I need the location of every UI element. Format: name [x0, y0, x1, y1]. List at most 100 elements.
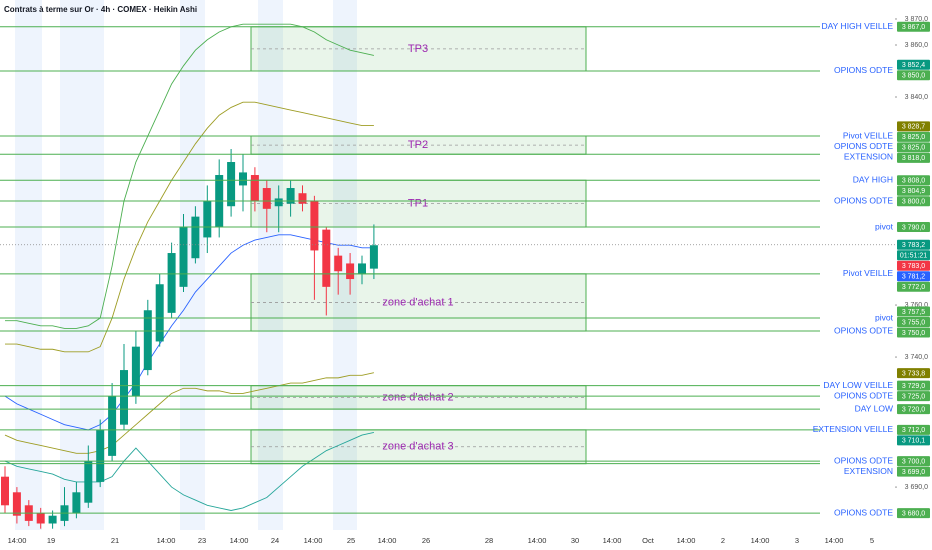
price-tag: [897, 21, 930, 32]
candle-body: [274, 198, 283, 207]
price-tag-label: 3 720,0: [902, 406, 925, 413]
candle-body: [203, 201, 212, 238]
zone-label: zone d'achat 1: [382, 296, 453, 308]
price-tag-label: 3 808,0: [902, 178, 925, 185]
candle-body: [262, 188, 271, 209]
price-tag: [897, 368, 930, 379]
candle-body: [358, 263, 366, 274]
plot: 3 870,0 3 860,0 3 840,0 3 760,0 3 740,0 3 690…: [0, 16, 930, 545]
price-tag-label: 3 700,0: [902, 458, 925, 465]
candle-body: [120, 370, 128, 425]
price-tag: [897, 142, 930, 153]
price-tag: [897, 196, 930, 207]
session-shade: [15, 0, 42, 530]
candle-body: [191, 216, 200, 259]
candle-body: [286, 188, 295, 204]
price-tag: [897, 508, 930, 519]
price-tag: [897, 306, 930, 317]
indicator-line: [5, 23, 374, 329]
candle-body: [227, 162, 236, 207]
price-tag: [897, 185, 930, 196]
level-label: OPIONS ODTE: [834, 65, 893, 75]
price-tag: [897, 466, 930, 477]
price-tag: [897, 222, 930, 233]
price-tag-label: 3 680,0: [902, 510, 925, 517]
x-tick-label: 23: [198, 536, 206, 545]
level-label: pivot: [875, 221, 894, 231]
candle-body: [131, 346, 140, 397]
indicator-line: [4, 372, 374, 454]
level-label: OPIONS ODTE: [834, 195, 893, 205]
candle-body: [369, 245, 378, 269]
y-tick-label: 3 860,0: [905, 42, 928, 49]
candle-body: [143, 310, 152, 371]
price-tag-label: 3 790,0: [902, 224, 925, 231]
price-tag: [897, 317, 930, 328]
zone-label: TP1: [408, 198, 428, 210]
candle-body: [12, 492, 21, 516]
session-shade: [258, 0, 283, 530]
candle-body: [322, 229, 331, 287]
price-tag-label: 3 733,8: [902, 371, 925, 378]
y-tick-label: 3 690,0: [905, 484, 928, 491]
candle-body: [334, 255, 343, 272]
level-label: pivot: [875, 312, 894, 322]
price-tag-label: 3 750,0: [902, 330, 925, 337]
price-tag-label: 3 852,4: [902, 62, 925, 69]
level-label: DAY LOW VEILLE: [823, 380, 893, 390]
price-tag-label: 3 783,0: [902, 263, 925, 270]
zone-label: zone d'achat 2: [382, 391, 453, 403]
price-tag-label: 3 712,0: [902, 427, 925, 434]
level-label: EXTENSION VEILLE: [813, 424, 894, 434]
price-tag-label: 3 825,0: [902, 145, 925, 152]
candle-body: [108, 396, 117, 456]
y-tick-label: 3 840,0: [905, 94, 928, 101]
chart-title: Contrats à terme sur Or · 4h · COMEX · H…: [4, 5, 197, 14]
candle-body: [96, 429, 105, 482]
price-tag: [897, 327, 930, 338]
x-tick-label: 28: [485, 536, 493, 545]
level-label: Pivot VEILLE: [843, 268, 893, 278]
candle-body: [179, 227, 188, 287]
candle-body: [346, 263, 355, 280]
level-label: EXTENSION: [844, 466, 893, 476]
price-tag-label: 3 772,0: [902, 284, 925, 291]
price-tag-label: 3 781,2: [902, 274, 925, 281]
x-tick-label: 14:00: [825, 536, 844, 545]
price-tag-label: 3 825,0: [902, 134, 925, 141]
price-tag: [897, 131, 930, 142]
x-tick-label: 14:00: [378, 536, 397, 545]
x-tick-label: 14:00: [528, 536, 547, 545]
price-tag-label: 3 757,5: [902, 309, 925, 316]
x-tick-label: 30: [571, 536, 579, 545]
candle-body: [310, 201, 319, 251]
y-tick-label: 3 870,0: [905, 16, 928, 23]
x-tick-label: Oct: [642, 536, 655, 545]
x-tick-label: 25: [347, 536, 355, 545]
price-tag-label: 3 783,2: [902, 242, 925, 249]
candle-body: [1, 476, 9, 506]
price-tag-label: 3 710,1: [902, 438, 925, 445]
candle-body: [155, 284, 164, 342]
price-tag: [897, 391, 930, 402]
price-tag: [897, 239, 930, 250]
price-tag: [897, 250, 930, 261]
level-label: OPIONS ODTE: [834, 455, 893, 465]
price-tag-label: 3 725,0: [902, 394, 925, 401]
x-tick-label: 2: [721, 536, 725, 545]
level-label: OPIONS ODTE: [834, 141, 893, 151]
price-tag: [897, 121, 930, 132]
x-tick-label: 24: [271, 536, 279, 545]
candle-body: [48, 515, 57, 524]
price-tag-label: 3 850,0: [902, 73, 925, 80]
y-tick-label: 3 740,0: [905, 354, 928, 361]
price-tag-label: 3 800,0: [902, 199, 925, 206]
price-tag: [897, 456, 930, 467]
level-label: Pivot VEILLE: [843, 130, 893, 140]
price-tag: [897, 435, 930, 446]
price-tag: [897, 70, 930, 81]
price-tag: [897, 380, 930, 391]
x-tick-label: 14:00: [603, 536, 622, 545]
level-label: DAY HIGH: [853, 174, 893, 184]
